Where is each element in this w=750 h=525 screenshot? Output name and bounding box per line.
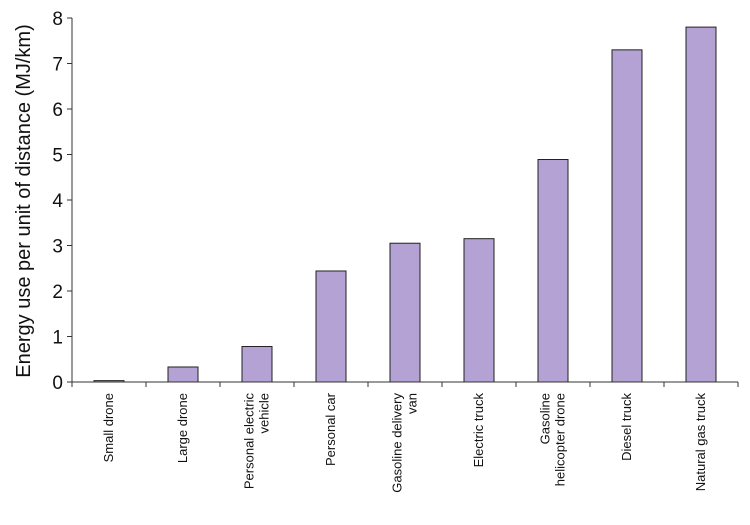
category-label-line: van: [405, 393, 420, 414]
category-label: Gasoline delivery van: [390, 393, 420, 493]
bar: [315, 270, 347, 383]
y-axis-title: Energy use per unit of distance (MJ/km): [13, 24, 35, 377]
bars-group: [93, 26, 717, 383]
category-label: Gasoline helicopter drone: [538, 393, 568, 486]
category-label: Personal car: [323, 392, 338, 466]
category-label: Personal electric vehicle: [242, 393, 272, 490]
y-tick-label: 4: [52, 191, 63, 212]
category-label: Diesel truck: [619, 393, 634, 461]
y-tick-label: 6: [52, 100, 63, 121]
bar: [167, 366, 199, 383]
y-tick-label: 5: [52, 146, 63, 167]
y-tick-label: 0: [52, 373, 63, 394]
category-label-line: Gasoline: [538, 393, 553, 444]
bar: [685, 26, 717, 383]
category-label: Small drone: [101, 393, 116, 462]
category-label-line: vehicle: [257, 393, 272, 433]
bar: [611, 49, 643, 383]
bar: [537, 159, 569, 383]
category-label: Natural gas truck: [693, 393, 708, 492]
category-label-line: Large drone: [175, 393, 190, 463]
y-tick-label: 1: [52, 328, 63, 349]
category-label-line: Small drone: [101, 393, 116, 462]
y-tick-label: 3: [52, 237, 63, 258]
bar: [241, 346, 273, 383]
category-label-line: Natural gas truck: [693, 393, 708, 492]
category-label-line: Diesel truck: [619, 393, 634, 461]
category-label-line: Electric truck: [471, 393, 486, 468]
category-label-line: Gasoline delivery: [390, 393, 405, 493]
bar: [463, 238, 495, 383]
y-tick-label: 8: [52, 9, 63, 30]
y-tick-label: 2: [52, 282, 63, 303]
y-axis: 0 1 2 3 4 5 6 7 8: [52, 9, 73, 394]
category-label-line: Personal electric: [242, 393, 257, 490]
x-axis: Small drone Large drone Personal electric v…: [71, 381, 739, 493]
category-label-line: helicopter drone: [553, 393, 568, 486]
category-label-line: Personal car: [323, 392, 338, 466]
bar: [389, 242, 421, 383]
category-label: Electric truck: [471, 393, 486, 468]
category-label: Large drone: [175, 393, 190, 463]
y-tick-label: 7: [52, 55, 63, 76]
